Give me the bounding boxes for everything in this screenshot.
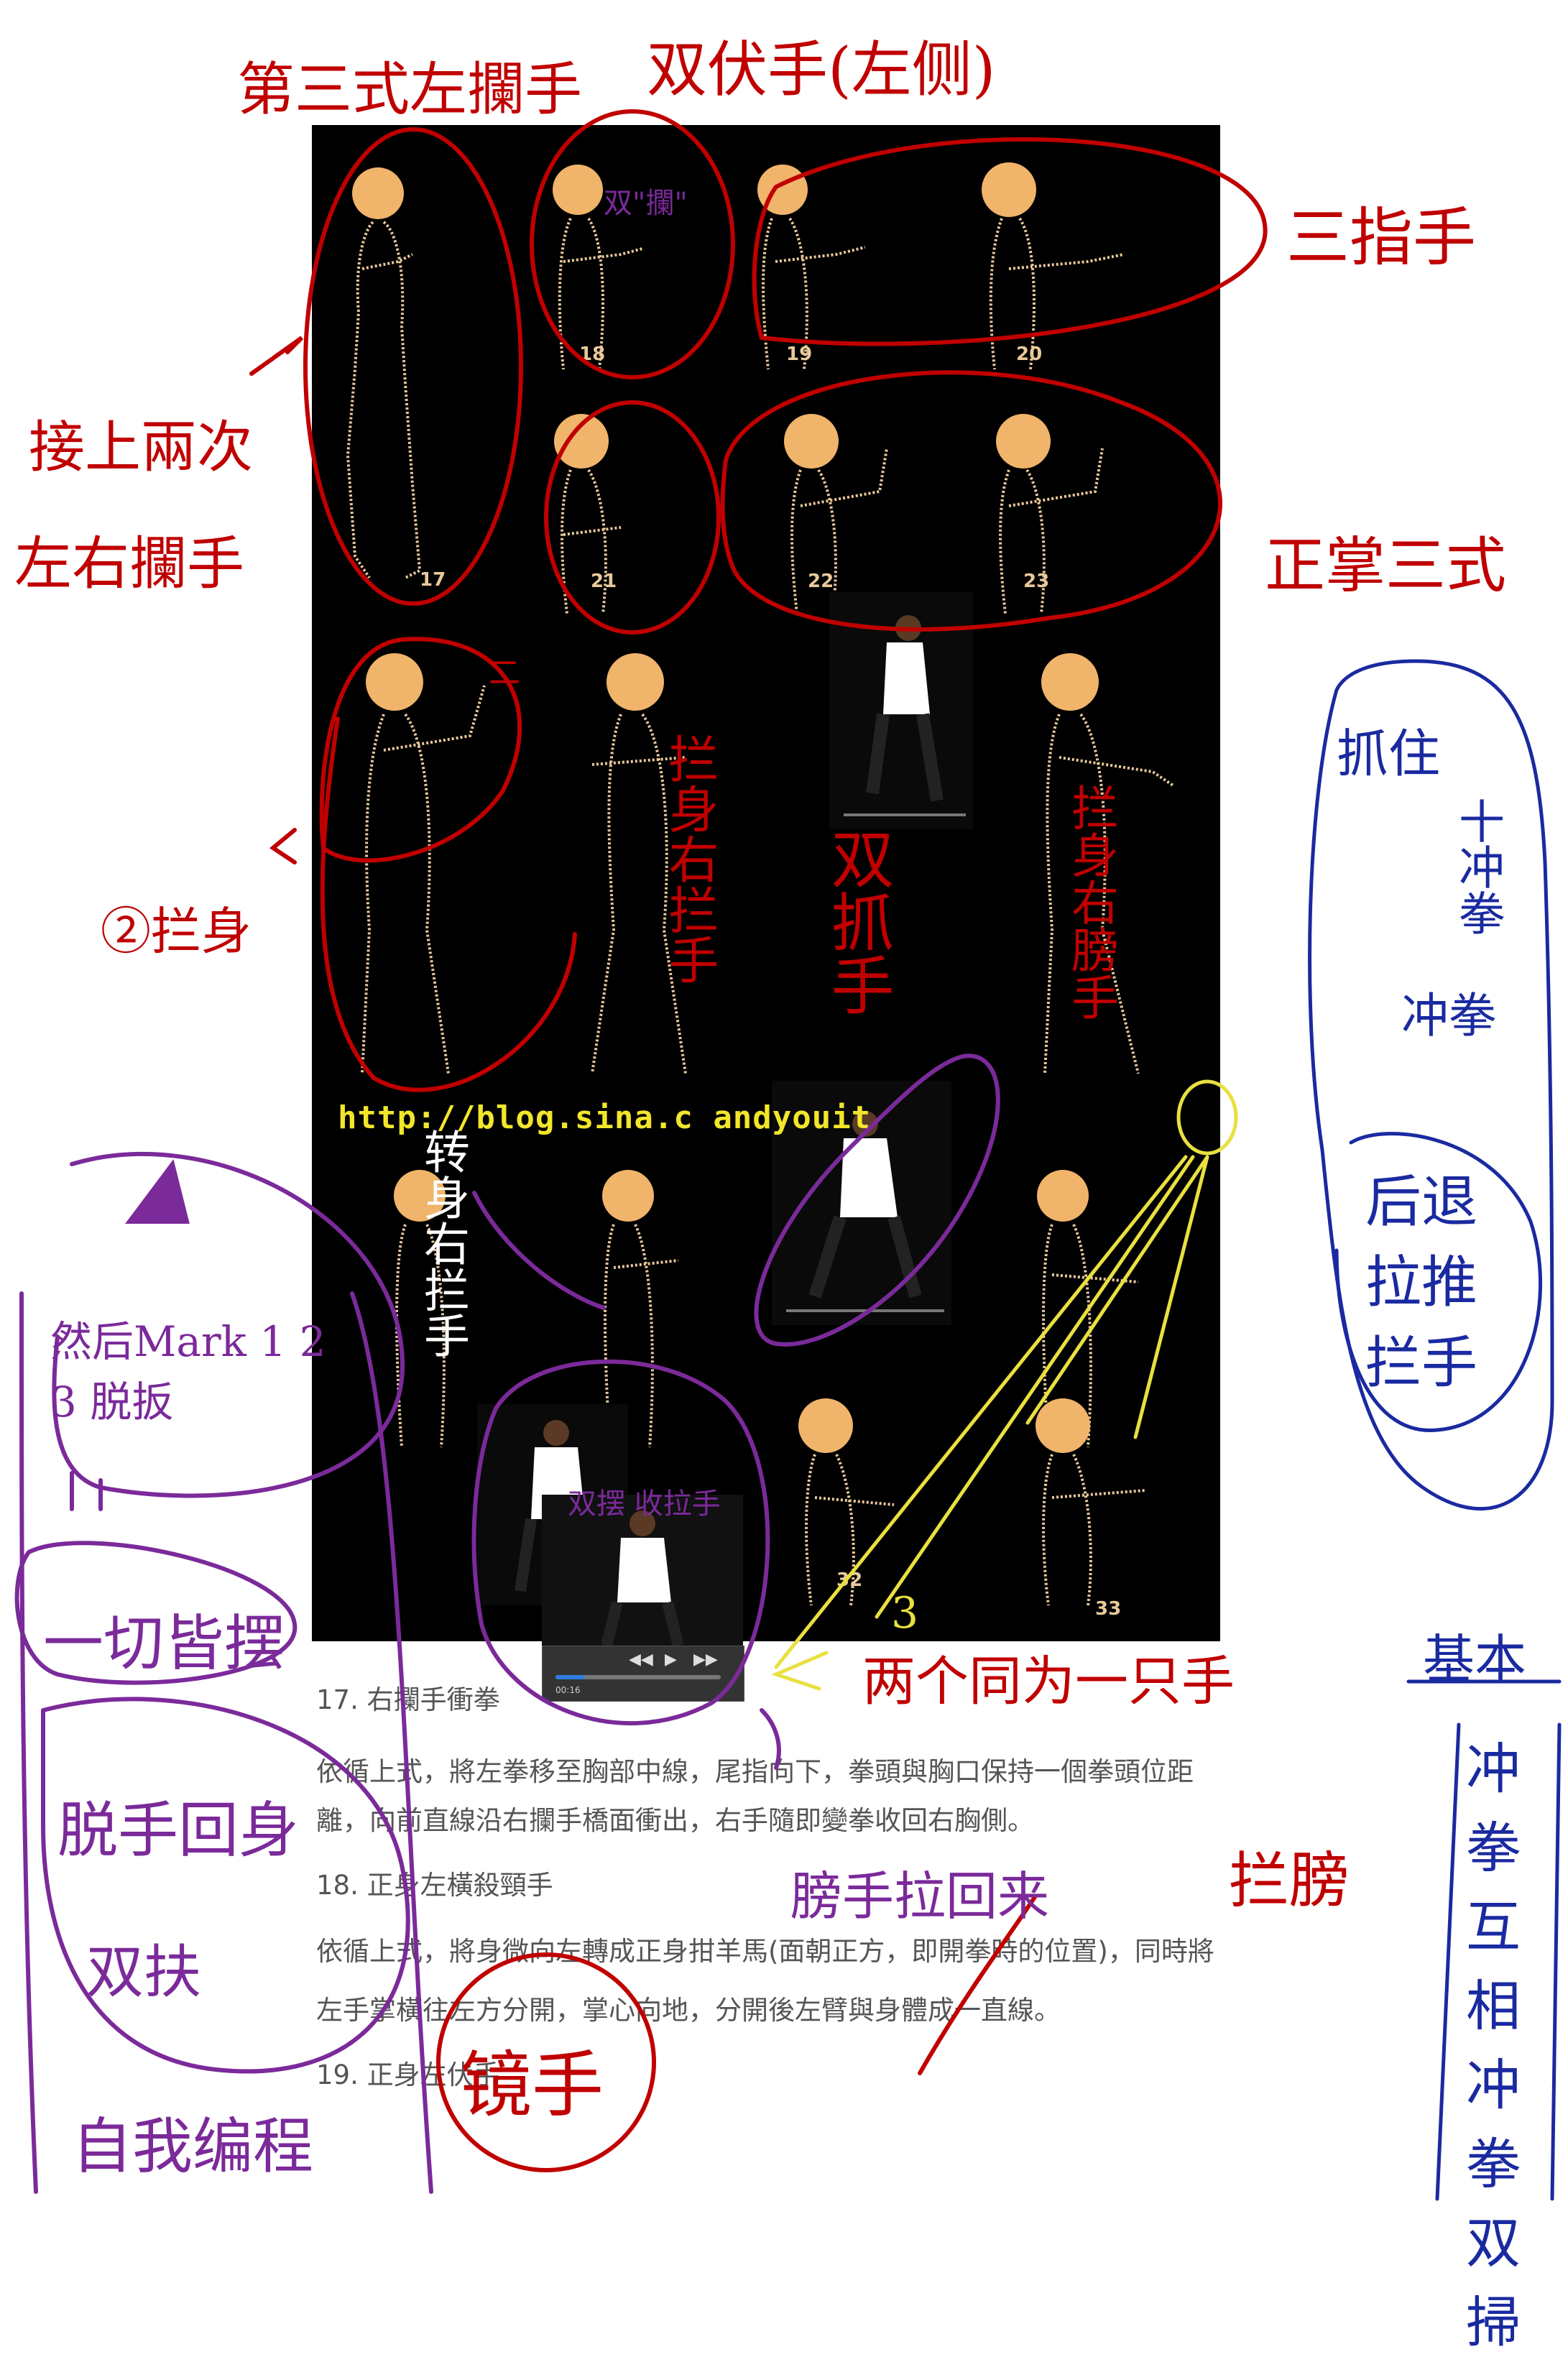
blue-note-box-title: 基本 (1423, 1629, 1527, 1689)
paragraph-line: 依循上式，將身微向左轉成正身拑羊馬(面朝正方，即開拳時的位置)，同時將 (316, 1936, 1214, 1967)
white-note: 转身右拦手 (416, 1128, 469, 1358)
purple-note-bottom-left-3: 自我编程 (72, 2111, 314, 2182)
photo-double-grab (829, 592, 973, 829)
red-note-double-bracket: 双"攔" (604, 187, 688, 220)
fast-forward-icon[interactable]: ▶▶ (693, 1651, 718, 1669)
red-note-bottom-mid-1: 膀手拉回来 (790, 1866, 1050, 1927)
purple-note-top-left: 然后Mark 1 2 3 脱扳 (50, 1317, 326, 1426)
red-note-right-mid: 正掌三式 (1265, 530, 1507, 601)
blue-note-mid-2: 冲拳 (1401, 988, 1496, 1043)
figure-27 (1016, 642, 1196, 1102)
figure-number-33: 33 (1095, 1598, 1122, 1620)
red-note-top-left: 第三式左攔手 (237, 56, 582, 123)
paragraph-line: 離，向前直線沿右攔手橋面衝出，右手隨即變拳收回右胸側。 (316, 1805, 1034, 1836)
figure-number-23: 23 (1023, 571, 1050, 592)
red-note-col4: 拦身右膀手 (1064, 783, 1119, 1020)
blue-note-box-body: 冲拳 互相 冲拳 双掃 (1466, 1737, 1521, 2354)
section-heading: 17. 右攔手衝拳 (316, 1684, 500, 1715)
figure-22 (772, 405, 908, 621)
figure-33 (1009, 1390, 1181, 1620)
figure-number-22: 22 (808, 571, 834, 592)
blue-note-mid-1: 十冲拳 (1451, 798, 1504, 936)
purple-note-bottom-left: 脱手回身 (57, 1795, 300, 1865)
play-icon[interactable]: ▶ (665, 1651, 677, 1669)
figure-number-17: 17 (420, 569, 446, 591)
red-note-bottom-circle: 镜手 (460, 2043, 604, 2127)
video-player-controls[interactable]: ◀◀ ▶ ▶▶ 00:16 (542, 1646, 744, 1702)
rewind-icon[interactable]: ◀◀ (629, 1651, 653, 1669)
figure-number-20: 20 (1016, 343, 1043, 365)
paragraph-line: 依循上式，將左拳移至胸部中線，尾指向下，拳頭與胸口保持一個拳頭位距 (316, 1756, 1194, 1787)
blue-note-top: 抓住 (1337, 724, 1441, 784)
figure-number-21: 21 (591, 571, 617, 592)
figure-number-32: 32 (836, 1569, 863, 1591)
figure-number-18: 18 (579, 343, 606, 365)
purple-note-over-video: 双摆 收拉手 (568, 1487, 721, 1521)
video-time: 00:16 (555, 1685, 581, 1695)
yellow-note-number: 3 (891, 1588, 919, 1638)
figure-24 (341, 642, 513, 1102)
figure-17 (333, 154, 427, 592)
blue-note-circle: 后退 拉推 拦手 (1365, 1170, 1478, 1396)
red-note-right-top: 三指手 (1286, 200, 1477, 275)
red-note-left-mid-1: 接上兩次 (29, 415, 254, 480)
red-note-col2: 拦身右拦手 (660, 733, 719, 984)
purple-note-bottom-left-2: 双扶 (86, 1939, 201, 2006)
section-heading: 18. 正身左橫殺頸手 (316, 1870, 553, 1901)
paragraph-line: 左手掌橫往左方分開，掌心向地，分開後左臂與身體成一直線。 (316, 1995, 1061, 2026)
red-note-left-mid-2: 左右攔手 (14, 530, 244, 597)
red-note-col3: 双抓手 (821, 826, 895, 1016)
red-note-small-mark: 二 (489, 655, 520, 691)
yellow-note-text: 两个同为一只手 (862, 1651, 1235, 1712)
video-progress-fill (555, 1675, 586, 1679)
red-note-top-center: 双伏手(左侧) (647, 34, 996, 105)
purple-note-middle-left: 一切皆摆 (43, 1608, 285, 1679)
red-note-bottom-mid-2: 拦膀 (1229, 1845, 1350, 1916)
figure-23 (980, 405, 1124, 621)
figure-number-19: 19 (786, 343, 813, 365)
red-note-left-lower: ②拦身 (101, 902, 252, 961)
figure-25 (578, 642, 729, 1102)
